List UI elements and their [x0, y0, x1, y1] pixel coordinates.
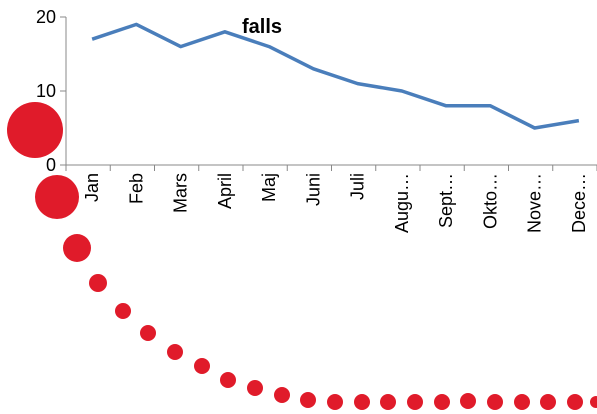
x-tick-label: Juli: [348, 173, 368, 200]
y-tick-label: 10: [36, 81, 56, 101]
x-tick-label: Juni: [303, 173, 323, 206]
x-tick-label: Mars: [171, 173, 191, 213]
x-tick-label: Augu…: [392, 173, 412, 233]
x-tick-label: Feb: [126, 173, 146, 204]
loading-dots: [7, 102, 597, 410]
x-tick-label: Sept…: [436, 173, 456, 228]
y-tick-label: 0: [46, 155, 56, 175]
x-tick-label: Okto…: [480, 173, 500, 229]
x-tick-label: Nove…: [525, 173, 545, 233]
x-tick-label: Jan: [82, 173, 102, 202]
chart-title: falls: [242, 16, 282, 38]
x-tick-label: Dece…: [569, 173, 589, 233]
line-series: [91, 22, 580, 130]
x-tick-label: April: [215, 173, 235, 209]
y-tick-label: 20: [36, 7, 56, 27]
x-tick-label: Maj: [259, 173, 279, 202]
